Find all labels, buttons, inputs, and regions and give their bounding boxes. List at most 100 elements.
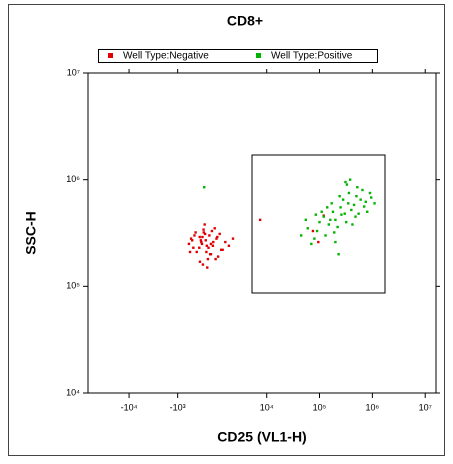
point [334,240,337,244]
point [202,228,205,231]
point [327,223,331,226]
legend-marker [256,53,261,58]
point [205,244,209,247]
point [351,223,354,226]
point [208,234,211,237]
y-tick-label: 10⁶ [66,174,80,184]
point [304,218,307,222]
point [215,237,218,240]
x-tick-label: 10⁵ [313,402,327,412]
point [359,198,362,201]
point [330,202,333,205]
point [218,232,221,236]
point [199,239,203,242]
point [227,244,231,247]
point [198,246,201,249]
point [345,220,348,224]
point [195,250,198,254]
point [341,198,345,201]
y-tick-label: 10⁷ [67,67,80,77]
point [200,240,203,244]
point [339,206,342,209]
point [205,250,208,254]
legend-box [98,49,378,63]
point [314,213,317,216]
point [203,223,206,226]
point [357,212,360,215]
legend-marker [108,53,113,58]
point [224,240,227,244]
point [299,234,303,237]
point [209,242,213,246]
legend-label: Well Type:Negative [123,51,209,62]
point [329,218,332,222]
point [345,183,349,186]
y-axis-label: SSC-H [23,211,39,255]
point [201,263,205,266]
point [368,191,372,195]
x-tick-label: -10⁴ [121,402,138,412]
gate [251,154,386,294]
frame [8,4,445,456]
point [206,266,209,269]
point [322,215,325,218]
chart-title: CD8+ [227,13,263,29]
point [317,240,320,244]
x-tick-label: -10³ [170,402,186,412]
point [231,237,235,240]
point [315,229,319,233]
point [221,248,224,252]
point [340,213,343,216]
point [343,212,346,215]
point [355,194,358,198]
y-tick-label: 10⁵ [66,281,80,291]
point [310,242,313,246]
point [191,239,194,242]
point [350,208,353,212]
point [338,194,341,198]
point [204,239,207,242]
point [318,220,321,224]
point [193,234,196,237]
y-tick-label: 10⁴ [66,387,80,397]
x-tick-label: 10⁴ [260,402,274,412]
point [212,240,215,244]
point [206,257,210,261]
point [306,227,309,230]
point [348,178,352,181]
point [210,229,214,233]
point [331,210,335,213]
point [192,246,195,249]
point [362,205,366,208]
point [202,231,205,234]
point [258,218,262,222]
point [200,242,204,246]
point [361,188,364,192]
point [324,234,327,237]
point [216,235,219,239]
point [201,235,204,239]
point [188,250,192,254]
point [366,210,369,213]
point [336,225,339,229]
x-tick-label: 10⁷ [419,402,432,412]
point [369,196,373,199]
point [187,242,191,246]
point [189,237,193,240]
x-tick-label: 10⁶ [365,402,379,412]
point [208,253,212,256]
point [373,202,376,205]
point [213,227,216,230]
point [220,248,223,252]
point [352,203,356,207]
point [356,185,359,189]
point [347,191,351,195]
point [216,255,220,258]
point [311,229,315,233]
point [326,206,329,209]
point [313,237,316,240]
point [207,246,210,249]
point [211,244,215,247]
point [198,260,202,263]
